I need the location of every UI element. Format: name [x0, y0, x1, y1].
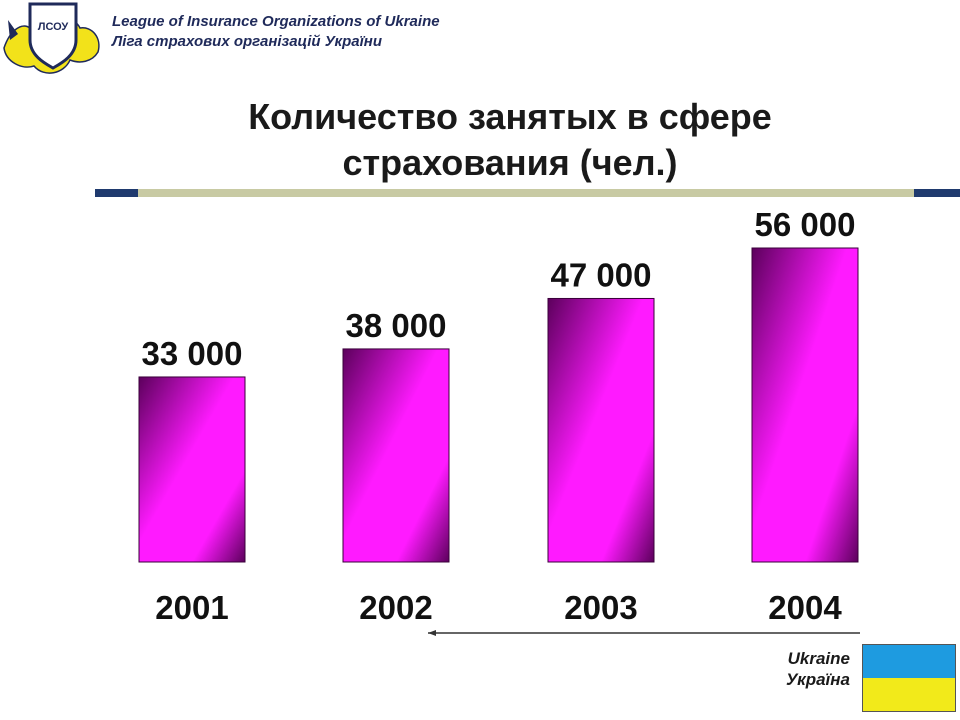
lsou-logo: ЛСОУ	[3, 2, 100, 74]
value-label-2002: 38 000	[346, 307, 447, 344]
bar-2004	[751, 247, 859, 563]
country-label: Ukraine Україна	[760, 648, 850, 690]
title-rule-right	[914, 189, 960, 197]
value-label-2001: 33 000	[142, 335, 243, 372]
organization-name-uk: Ліга страхових організацій України	[112, 33, 383, 50]
category-label-2002: 2002	[359, 589, 432, 626]
flag-blue-stripe	[863, 645, 955, 678]
svg-text:ЛСОУ: ЛСОУ	[38, 21, 69, 33]
country-label-en: Ukraine	[787, 649, 850, 668]
bar-2001	[138, 376, 246, 563]
footer-line	[428, 630, 860, 636]
value-label-2004: 56 000	[755, 206, 856, 243]
chart-title-line-2: страхования (чел.)	[342, 142, 678, 183]
value-label-2003: 47 000	[551, 256, 652, 293]
category-label-2003: 2003	[564, 589, 637, 626]
flag-yellow-stripe	[863, 678, 955, 711]
chart-title-line-1: Количество занятых в сфере	[248, 96, 772, 137]
organization-name-en: League of Insurance Organizations of Ukr…	[112, 13, 440, 30]
ukraine-flag-icon	[862, 644, 956, 712]
category-label-2004: 2004	[768, 589, 842, 626]
chart-title: Количество занятых в сфере страхования (…	[120, 94, 900, 186]
category-label-2001: 2001	[155, 589, 228, 626]
title-rule	[138, 189, 914, 197]
country-label-uk: Україна	[786, 670, 850, 689]
organization-name: League of Insurance Organizations of Ukr…	[112, 12, 440, 52]
bar-2002	[342, 348, 450, 563]
title-rule-left	[95, 189, 138, 197]
bar-2003	[547, 297, 655, 563]
